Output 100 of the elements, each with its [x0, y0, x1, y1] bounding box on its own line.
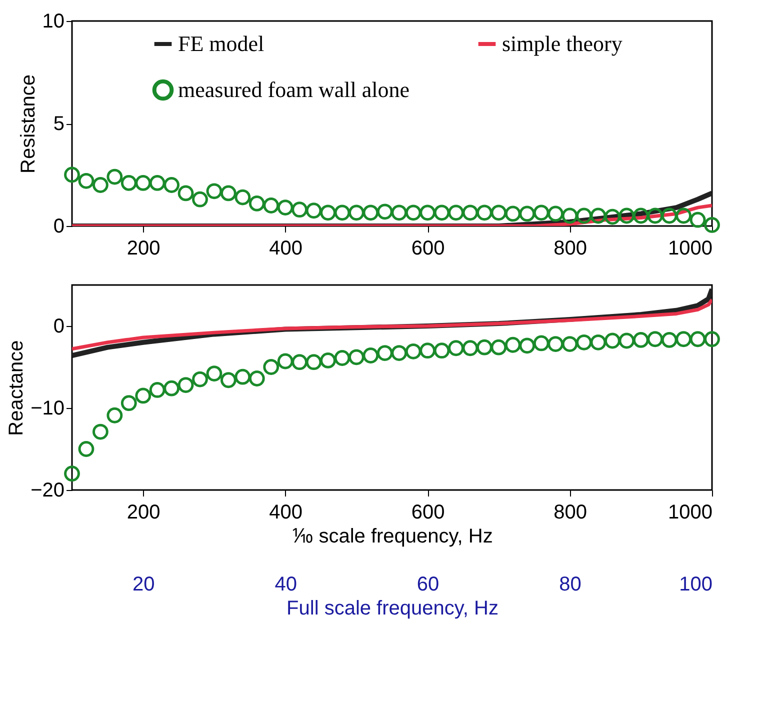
point — [676, 331, 692, 348]
x-tick-label: 800 — [554, 502, 587, 524]
point — [604, 208, 620, 225]
x-tick-label: 1000 — [668, 238, 712, 260]
x2-axis-title: Full scale frequency, Hz — [286, 598, 498, 620]
y-tick-label: 0 — [53, 316, 64, 338]
point — [277, 353, 294, 370]
point — [647, 208, 664, 224]
y-axis-title: Resistance — [17, 74, 40, 174]
point — [391, 345, 408, 362]
point — [632, 208, 649, 224]
point — [704, 331, 720, 348]
point — [220, 185, 236, 202]
point — [490, 339, 507, 356]
point — [164, 380, 180, 396]
point — [676, 208, 692, 224]
point — [533, 204, 550, 221]
x-tick-label: 400 — [269, 238, 303, 260]
point — [391, 204, 408, 221]
x2-tick-label: 40 — [274, 574, 297, 596]
point — [149, 175, 166, 191]
point — [548, 206, 564, 222]
point — [334, 350, 350, 366]
point — [476, 204, 492, 221]
point — [618, 208, 635, 224]
y-tick-label: 0 — [53, 216, 64, 238]
point — [690, 212, 706, 228]
point — [533, 335, 550, 352]
point — [376, 204, 393, 220]
point — [135, 175, 152, 191]
point — [220, 372, 236, 388]
point — [64, 166, 80, 183]
point — [604, 332, 620, 349]
point — [562, 208, 578, 224]
point — [690, 331, 706, 348]
x2-tick-label: 80 — [559, 574, 582, 596]
point — [92, 177, 108, 193]
point — [178, 185, 194, 202]
x2-tick-label: 60 — [416, 574, 440, 596]
point — [704, 217, 720, 233]
point — [106, 407, 123, 424]
point — [292, 354, 308, 370]
point — [92, 424, 108, 440]
point — [234, 368, 251, 385]
point — [192, 371, 208, 388]
x-tick-label: 1000 — [668, 502, 712, 524]
point — [277, 200, 294, 216]
line-series — [72, 204, 712, 226]
x-tick-label: 600 — [411, 502, 445, 524]
point — [519, 338, 536, 354]
point — [120, 395, 137, 412]
point — [248, 196, 265, 212]
point — [149, 382, 166, 398]
point — [263, 198, 280, 214]
point — [462, 204, 478, 221]
point — [348, 349, 364, 366]
point — [78, 172, 94, 189]
point — [519, 206, 536, 222]
point — [632, 332, 649, 348]
point — [405, 343, 422, 360]
x-tick-label: 400 — [269, 502, 303, 524]
point — [448, 340, 464, 356]
point — [462, 340, 478, 356]
point — [376, 345, 393, 362]
point — [206, 366, 222, 382]
point — [405, 204, 422, 221]
point — [320, 204, 336, 221]
y-tick-label: −10 — [30, 398, 64, 420]
point — [448, 204, 464, 221]
point — [504, 336, 521, 353]
point — [120, 175, 137, 191]
x2-tick-label: 100 — [679, 574, 712, 596]
x-tick-label: 200 — [126, 238, 160, 260]
y-tick-label: −20 — [30, 480, 64, 502]
point — [306, 202, 322, 219]
point — [590, 334, 606, 350]
point — [192, 191, 208, 208]
line-series — [72, 298, 712, 351]
point — [248, 370, 265, 386]
point — [135, 388, 152, 404]
point — [504, 206, 521, 222]
x2-tick-label: 20 — [132, 574, 155, 596]
point — [618, 332, 635, 349]
y-tick-label: 5 — [53, 113, 64, 135]
point — [590, 208, 606, 224]
x-tick-label: 200 — [126, 502, 160, 524]
x-tick-label: 600 — [411, 238, 445, 260]
point — [420, 342, 436, 359]
point — [490, 204, 507, 221]
legend-label: simple theory — [502, 31, 622, 56]
point — [548, 336, 564, 352]
point — [661, 208, 678, 224]
point — [78, 441, 94, 457]
point — [362, 348, 379, 364]
point — [64, 466, 80, 482]
point — [576, 208, 592, 224]
point — [263, 359, 280, 375]
point — [434, 204, 450, 221]
point — [178, 377, 194, 393]
point — [334, 204, 350, 221]
